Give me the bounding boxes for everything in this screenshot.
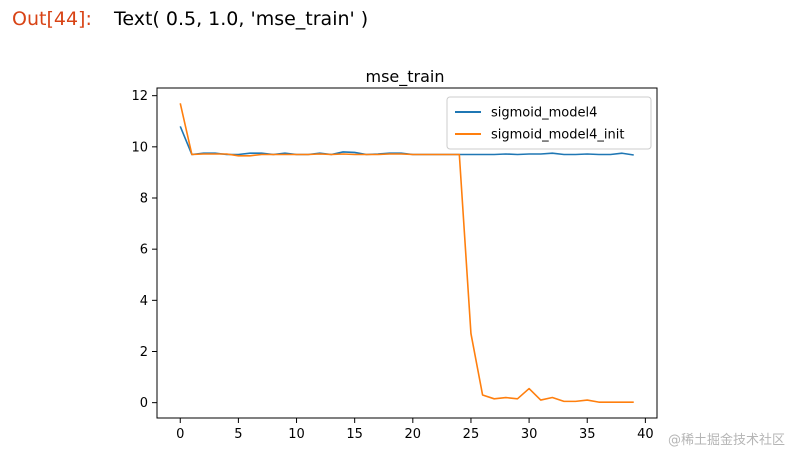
- y-tick-label: 6: [140, 243, 148, 258]
- x-tick-label: 0: [176, 427, 184, 442]
- x-tick-label: 25: [463, 427, 480, 442]
- y-tick-label: 8: [140, 192, 148, 207]
- y-tick-label: 12: [131, 89, 148, 104]
- plot-frame: [156, 87, 658, 419]
- output-row: Out[44]: Text( 0.5, 1.0, 'mse_train' ): [12, 4, 368, 34]
- x-tick-label: 40: [637, 427, 654, 442]
- legend-label: sigmoid_model4_init: [491, 128, 624, 143]
- series-layer: [179, 103, 634, 403]
- y-tick-label: 0: [140, 396, 148, 411]
- legend-box: [446, 96, 652, 150]
- x-tick-label: 20: [405, 427, 422, 442]
- watermark: @稀土掘金技术社区: [667, 433, 785, 448]
- y-tick-label: 4: [140, 294, 148, 309]
- x-tick-label: 30: [521, 427, 538, 442]
- axes: 0 5 10 15 20 25 30 35 40 0 2 4 6 8 10 12: [131, 87, 658, 442]
- x-tick-label: 35: [579, 427, 596, 442]
- chart-title: mse_train: [365, 67, 444, 87]
- x-tick-label: 10: [288, 427, 305, 442]
- series-line-2: [179, 103, 634, 403]
- output-text: Text( 0.5, 1.0, 'mse_train' ): [114, 8, 369, 30]
- y-tick-label: 10: [131, 140, 148, 155]
- x-tick-label: 15: [346, 427, 363, 442]
- output-prompt: Out[44]:: [12, 8, 92, 30]
- legend: sigmoid_model4 sigmoid_model4_init: [446, 96, 652, 150]
- y-tick-label: 2: [140, 345, 148, 360]
- legend-label: sigmoid_model4: [491, 106, 597, 121]
- x-tick-label: 5: [234, 427, 242, 442]
